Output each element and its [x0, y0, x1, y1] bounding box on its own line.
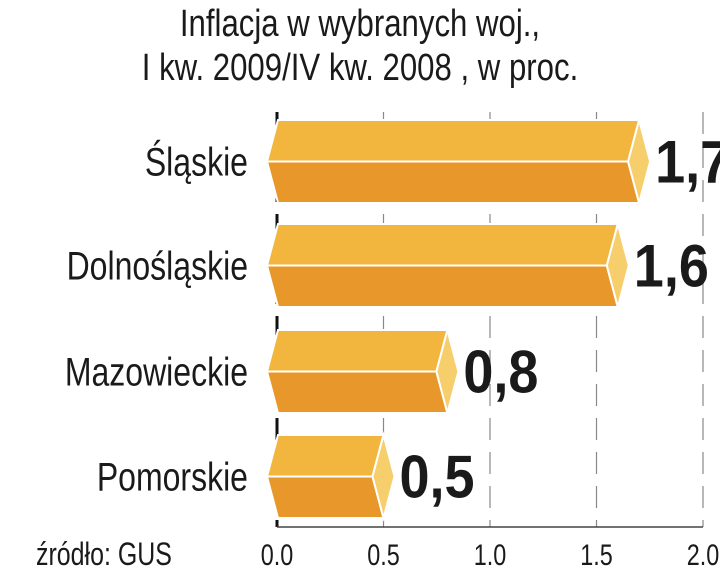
value-label: 1,7	[655, 129, 720, 196]
x-tick-label: 0.5	[367, 538, 400, 571]
source-note: źródło: GUS	[36, 537, 172, 571]
chart-title: Inflacja w wybranych woj., I kw. 2009/IV…	[65, 2, 655, 90]
bar-end-cap	[435, 326, 460, 417]
category-label: Dolnośląskie	[67, 243, 248, 288]
x-tick-label: 1.0	[474, 538, 507, 571]
bar-top-face	[265, 434, 385, 478]
bar-top-face	[265, 223, 620, 267]
bar-bottom-face	[265, 160, 641, 204]
bar-end-cap	[627, 116, 652, 207]
bar-bottom-face	[265, 264, 620, 308]
bar-end-cap	[605, 220, 630, 311]
category-label: Pomorskie	[97, 454, 248, 499]
x-tick-label: 2.0	[687, 538, 720, 571]
value-label: 0,5	[400, 444, 475, 511]
title-line-2: I kw. 2009/IV kw. 2008 , w proc.	[141, 47, 579, 89]
value-label: 0,8	[463, 339, 538, 406]
category-label: Mazowieckie	[65, 349, 248, 394]
title-line-1: Inflacja w wybranych woj.,	[179, 3, 541, 45]
bar-end-cap	[371, 431, 396, 522]
value-label: 1,6	[634, 233, 709, 300]
category-label: Śląskie	[145, 138, 248, 184]
bar-top-face	[265, 329, 449, 373]
x-tick-label: 0.0	[261, 538, 294, 571]
bar-top-face	[265, 119, 641, 163]
x-tick-label: 1.5	[580, 538, 613, 571]
bar-bottom-face	[265, 475, 385, 519]
bar-bottom-face	[265, 370, 449, 414]
